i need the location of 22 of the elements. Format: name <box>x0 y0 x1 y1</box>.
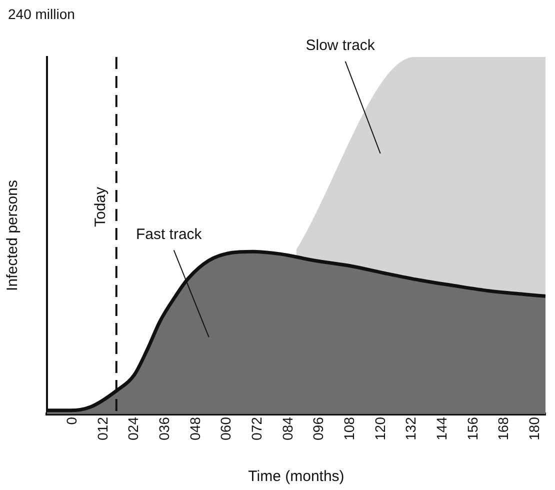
x-tick-label: 108 <box>341 416 358 440</box>
x-tick-label: 060 <box>218 416 234 440</box>
x-axis-title: Time (months) <box>248 468 344 486</box>
x-tick-label: 036 <box>156 416 172 440</box>
x-tick-label: 0 <box>64 416 80 425</box>
y-axis-title: Infected persons <box>4 180 22 291</box>
x-tick-label: 084 <box>279 416 296 440</box>
series-label: Slow track <box>306 37 376 54</box>
x-tick-label: 144 <box>434 416 450 440</box>
x-tick-label: 012 <box>94 416 110 440</box>
text: 240 million <box>8 6 75 22</box>
series-label: Fast track <box>136 226 202 243</box>
x-tick-label: 096 <box>310 416 326 440</box>
x-tick-label: 132 <box>402 416 419 440</box>
x-tick-label: 168 <box>495 416 512 440</box>
x-tick-label: 024 <box>125 416 142 440</box>
x-tick-label: 180 <box>526 416 542 440</box>
x-tick-label: 048 <box>186 416 203 440</box>
x-tick-label: 072 <box>248 416 265 440</box>
x-tick-label: 120 <box>372 416 388 440</box>
ref-line-label: Today <box>92 186 110 228</box>
x-tick-label: 156 <box>464 416 480 440</box>
